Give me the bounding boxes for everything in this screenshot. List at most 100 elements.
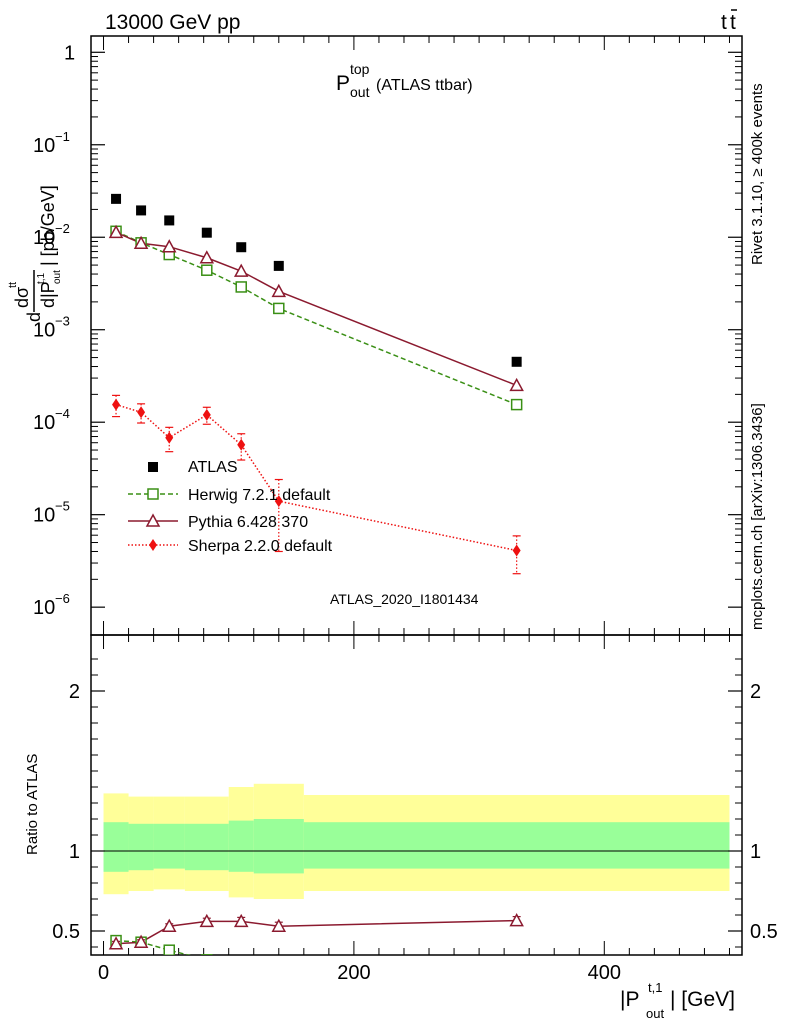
sherpa-point xyxy=(165,431,174,444)
y-tick-label: 10 xyxy=(33,412,55,434)
pythia-ratio-point xyxy=(108,936,124,950)
y-tick-label: 10 xyxy=(33,227,55,249)
y-tick-exponent: −1 xyxy=(55,129,70,144)
band-inner-bin xyxy=(128,823,154,871)
herwig-ratio-line xyxy=(115,939,192,955)
y-tick-label: 10 xyxy=(33,505,55,527)
pythia-ratio-point xyxy=(509,913,524,927)
svg-text:(ATLAS ttbar): (ATLAS ttbar) xyxy=(376,77,473,94)
pythia-ratio-point xyxy=(199,913,215,928)
y-tick-label: 10 xyxy=(33,135,55,157)
herwig-ratio-point xyxy=(236,963,246,973)
x-tick-label: 200 xyxy=(337,962,370,984)
atlas-point xyxy=(111,193,122,204)
herwig-ratio-point xyxy=(163,944,175,955)
pythia-ratio-point xyxy=(133,934,149,948)
y-tick-exponent: −3 xyxy=(55,314,70,329)
sherpa-line xyxy=(115,403,517,552)
pythia-point xyxy=(233,263,249,277)
pythia-point xyxy=(133,235,149,250)
atlas-point xyxy=(136,205,147,216)
atlas-point xyxy=(273,260,284,271)
atlas-point xyxy=(164,215,175,226)
herwig-point xyxy=(201,264,213,276)
ratio-tick-label: 2 xyxy=(69,681,80,703)
band-inner-bin xyxy=(303,822,730,869)
ratio-y-label: Ratio to ATLAS xyxy=(24,754,41,855)
ratio-tick-label: 0.5 xyxy=(52,921,80,943)
herwig-line xyxy=(115,230,517,406)
y-tick-exponent: −2 xyxy=(55,221,70,236)
herwig-point xyxy=(273,302,285,315)
ratio-panel-frame xyxy=(90,634,743,956)
svg-text:t,1: t,1 xyxy=(36,272,47,284)
pythia-point xyxy=(108,224,124,239)
y-tick-label: 10 xyxy=(33,320,55,342)
herwig-ratio-point xyxy=(201,954,213,955)
x-axis-label: |P t,1 out | [GeV] xyxy=(620,980,735,1021)
svg-text:P: P xyxy=(336,72,350,95)
svg-text:t,1: t,1 xyxy=(648,980,662,995)
svg-text:out: out xyxy=(52,270,63,284)
svg-text:Herwig 7.2.1 default: Herwig 7.2.1 default xyxy=(188,487,331,504)
legend-herwig: Herwig 7.2.1 default xyxy=(128,487,331,504)
energy-label: 13000 GeV pp xyxy=(105,11,240,34)
sherpa-point xyxy=(274,495,283,508)
y-tick-label: 10 xyxy=(33,597,55,619)
band-inner-bin xyxy=(184,823,229,871)
herwig-ratio-point xyxy=(274,968,284,978)
sherpa-point xyxy=(112,398,121,411)
analysis-id: ATLAS_2020_I1801434 xyxy=(330,591,479,607)
svg-text:dσ: dσ xyxy=(12,287,32,308)
pythia-ratio-point xyxy=(161,918,177,932)
sherpa-point xyxy=(202,408,211,421)
ratio-tick-label-right: 0.5 xyxy=(750,921,778,943)
svg-text:d: d xyxy=(24,312,44,322)
svg-text:top: top xyxy=(350,61,370,77)
svg-text:| [GeV]: | [GeV] xyxy=(670,988,735,1011)
svg-text:out: out xyxy=(646,1006,664,1021)
svg-text:|P: |P xyxy=(620,988,639,1011)
atlas-point xyxy=(236,242,247,253)
pythia-point xyxy=(199,250,215,264)
legend: ATLAS Herwig 7.2.1 default Pythia 6.428 … xyxy=(128,459,333,555)
pythia-ratio-point xyxy=(271,918,287,932)
ratio-y-ticks: 0.5 0.5 1 1 2 2 xyxy=(52,658,778,948)
legend-sherpa: Sherpa 2.2.0 default xyxy=(128,538,333,555)
svg-text:t: t xyxy=(721,11,727,34)
sherpa-point xyxy=(237,438,246,451)
herwig-point xyxy=(235,281,247,293)
herwig-point xyxy=(510,398,523,411)
ratio-series xyxy=(108,913,524,978)
ratio-band-inner xyxy=(91,819,742,874)
pythia-ratio-point xyxy=(233,913,249,928)
pythia-ratio-line xyxy=(115,919,517,945)
sherpa-point xyxy=(137,406,146,419)
mcplots-label: mcplots.cern.ch [arXiv:1306.3436] xyxy=(749,403,766,630)
main-series xyxy=(108,193,524,575)
svg-text:d|P: d|P xyxy=(38,281,58,308)
main-y-ticks: 110−110−210−310−410−510−6 xyxy=(33,42,742,619)
y-axis-label: d dσ tt d|P t,1 out | [pb/GeV] xyxy=(7,185,63,322)
ratio-series-clipped xyxy=(108,913,524,978)
svg-text:Pythia 6.428 370: Pythia 6.428 370 xyxy=(188,514,308,531)
y-tick-exponent: −5 xyxy=(55,499,70,514)
ratio-tick-label-right: 2 xyxy=(750,681,761,703)
svg-text:Sherpa 2.2.0 default: Sherpa 2.2.0 default xyxy=(188,538,333,555)
pythia-line xyxy=(115,231,517,387)
band-inner-bin xyxy=(103,822,129,872)
pythia-point xyxy=(271,283,287,298)
svg-text:| [pb/GeV]: | [pb/GeV] xyxy=(38,185,58,266)
y-tick-exponent: −4 xyxy=(55,406,70,421)
x-ticks: 0 200 400 xyxy=(98,36,730,984)
sherpa-point xyxy=(512,544,521,557)
x-tick-label: 400 xyxy=(588,962,621,984)
y-tick-label: 1 xyxy=(64,42,75,64)
pythia-point xyxy=(509,377,524,392)
process-label: t t xyxy=(721,9,737,34)
process-label-bar: t xyxy=(730,11,736,34)
band-inner-bin xyxy=(153,823,185,869)
x-tick-label: 0 xyxy=(98,962,109,984)
y-tick-exponent: −6 xyxy=(55,591,70,606)
